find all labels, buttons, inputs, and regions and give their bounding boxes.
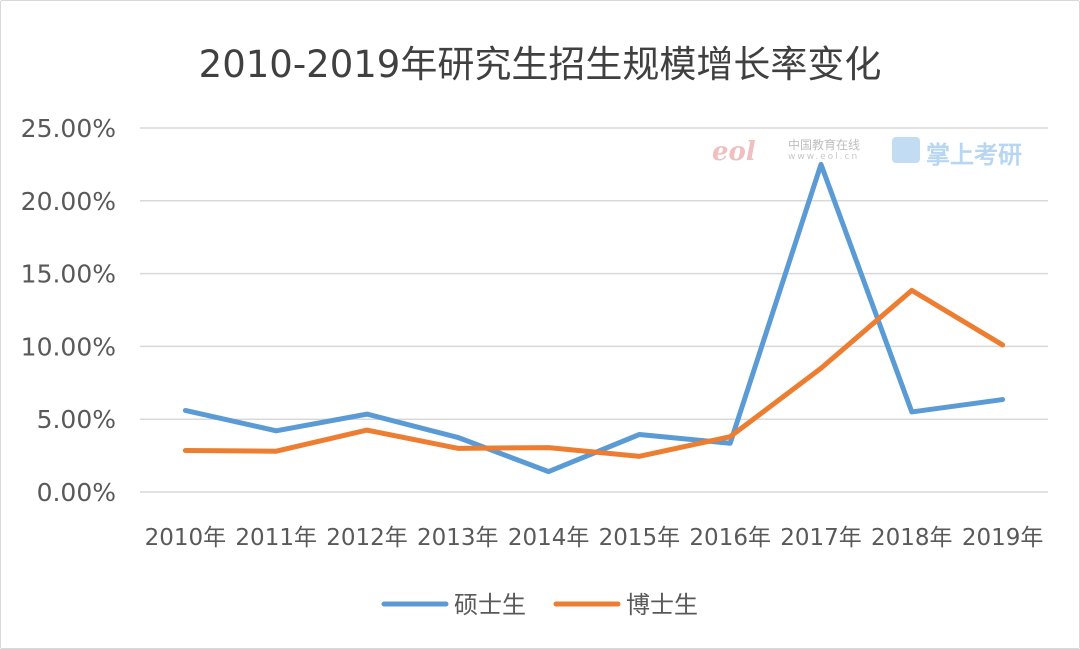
x-tick-label: 2018年 (871, 525, 953, 551)
eol-logo: eol (712, 137, 756, 167)
y-tick-label: 10.00% (21, 332, 116, 361)
watermark-site-name: 中国教育在线 (788, 138, 861, 152)
x-tick-label: 2012年 (326, 525, 408, 551)
x-tick-label: 2019年 (962, 525, 1044, 551)
y-tick-labels: 0.00% 5.00% 10.00% 15.00% 20.00% 25.00% (21, 114, 116, 507)
x-tick-label: 2013年 (417, 525, 499, 551)
watermark: eol 中国教育在线 www.eol.cn 掌上考研 (712, 133, 1052, 169)
graduation-cap-icon (892, 137, 920, 163)
x-tick-label: 2011年 (235, 525, 317, 551)
x-tick-labels: 2010年 2011年 2012年 2013年 2014年 2015年 2016年 2017年… (145, 525, 1044, 551)
legend: 硕士生 博士生 (381, 591, 698, 619)
y-tick-label: 20.00% (21, 187, 116, 216)
y-tick-label: 0.00% (37, 478, 116, 507)
x-tick-label: 2016年 (689, 525, 771, 551)
gridlines (140, 127, 1048, 493)
y-tick-label: 25.00% (21, 114, 116, 143)
watermark-site-url: www.eol.cn (788, 152, 860, 162)
x-tick-label: 2014年 (508, 525, 590, 551)
x-tick-label: 2015年 (599, 525, 681, 551)
y-tick-label: 15.00% (21, 260, 116, 289)
x-tick-label: 2010年 (145, 525, 227, 551)
chart-title: 2010-2019年研究生招生规模增长率变化 (198, 43, 882, 86)
series-line (182, 287, 1006, 459)
legend-label: 硕士生 (454, 591, 526, 619)
x-tick-label: 2017年 (780, 525, 862, 551)
y-tick-label: 5.00% (37, 405, 116, 434)
watermark-brand: 掌上考研 (926, 141, 1022, 169)
series-lines (182, 161, 1006, 475)
legend-label: 博士生 (626, 591, 698, 619)
